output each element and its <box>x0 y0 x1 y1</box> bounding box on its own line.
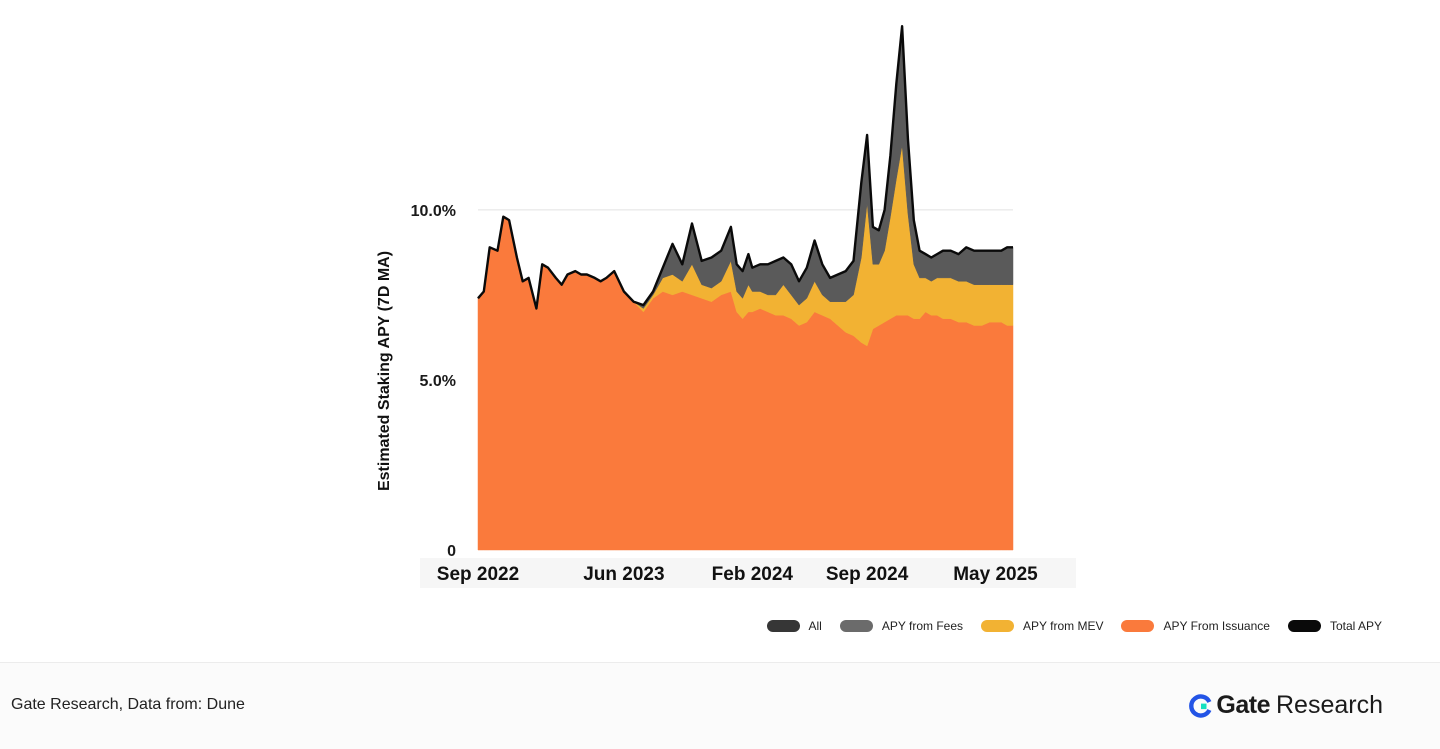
source-note: Gate Research, Data from: Dune <box>11 696 245 713</box>
brand-logo: Gate Research <box>1189 691 1383 720</box>
y-tick-label: 10.0% <box>411 203 456 220</box>
footer: Gate Research, Data from: Dune Gate Rese… <box>0 662 1440 749</box>
x-axis-band <box>420 558 1076 588</box>
legend-swatch <box>766 620 800 632</box>
x-axis: Sep 2022 Jun 2023 Feb 2024 Sep 2024 May 2025 <box>437 564 1038 585</box>
brand-research-text: Research <box>1276 691 1383 719</box>
x-tick-label: Sep 2024 <box>826 564 909 585</box>
legend-item: All <box>766 619 822 633</box>
legend-item: Total APY <box>1287 619 1382 633</box>
legend-label: APY from MEV <box>1023 619 1104 633</box>
legend-label: Total APY <box>1329 619 1382 633</box>
legend: All APY from Fees APY from MEV APY From Iss… <box>766 619 1382 633</box>
total-apy-path <box>477 25 1013 310</box>
x-tick-label: Jun 2023 <box>583 564 664 585</box>
x-tick-label: Sep 2022 <box>437 564 519 585</box>
legend-swatch <box>1287 620 1321 632</box>
legend-label: APY from Fees <box>881 619 963 633</box>
legend-swatch <box>839 620 873 632</box>
legend-item: APY from MEV <box>981 619 1103 633</box>
x-tick-label: May 2025 <box>953 564 1038 585</box>
legend-swatch <box>981 620 1014 632</box>
total-apy-line <box>477 25 1013 310</box>
y-tick-label: 5.0% <box>420 373 456 390</box>
legend-swatch <box>1121 620 1155 632</box>
legend-item: APY From Issuance <box>1121 619 1270 633</box>
area-series <box>477 26 1014 551</box>
y-axis-label: Estimated Staking APY (7D MA) <box>376 251 393 491</box>
legend-label: All <box>808 619 822 633</box>
legend-item: APY from Fees <box>839 619 963 633</box>
brand-gate-text: Gate <box>1216 691 1270 719</box>
legend-label: APY From Issuance <box>1163 619 1270 633</box>
gate-logo-icon <box>1189 693 1212 718</box>
x-tick-label: Feb 2024 <box>712 564 794 585</box>
chart: Sep 2022 Jun 2023 Feb 2024 Sep 2024 May 2025… <box>376 25 1076 588</box>
y-tick-label: 0 <box>447 543 456 560</box>
y-axis: 0 5.0% 10.0% <box>411 203 456 560</box>
